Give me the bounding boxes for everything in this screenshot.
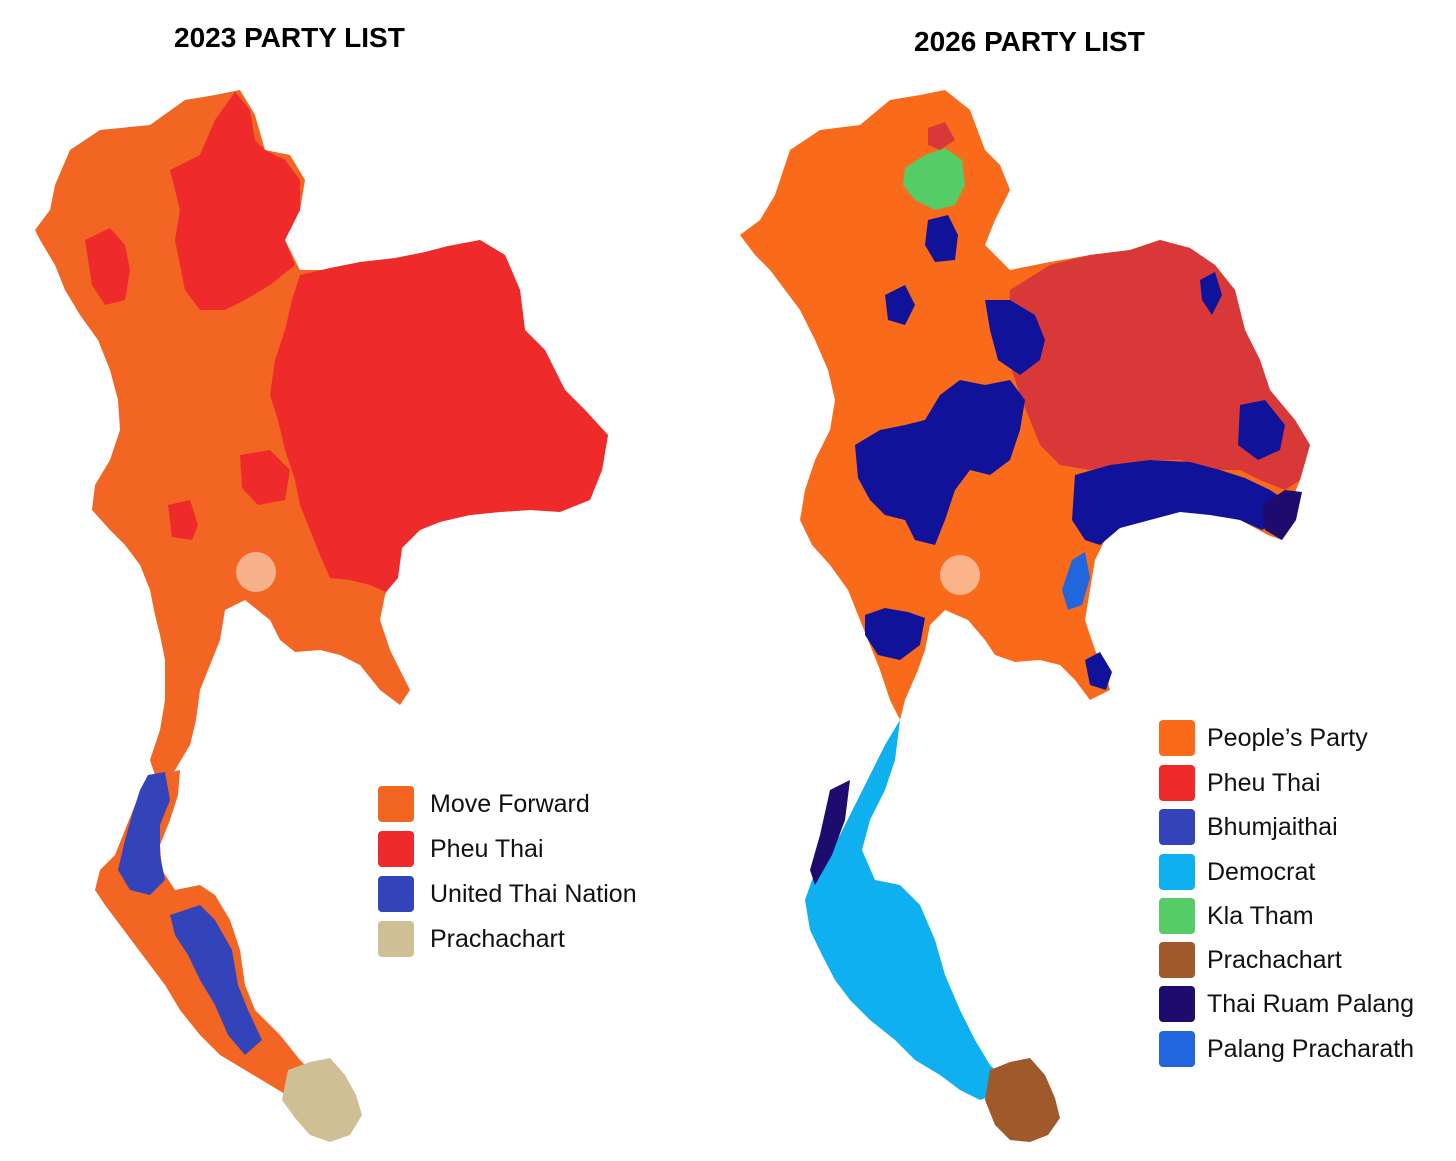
region-bjt-north-2026 xyxy=(925,215,958,262)
swatch-peoples-party xyxy=(1159,720,1195,756)
legend-label: Move Forward xyxy=(430,790,590,818)
map-2023 xyxy=(35,90,608,1142)
legend-label: United Thai Nation xyxy=(430,880,637,908)
swatch-bhumjaithai xyxy=(1159,809,1195,845)
legend-label: Democrat xyxy=(1207,858,1316,886)
swatch-kla-tham xyxy=(1159,898,1195,934)
swatch-pheu-thai xyxy=(1159,765,1195,801)
region-south-trp-2026 xyxy=(810,780,850,885)
region-bjt-mid-2026 xyxy=(985,300,1045,375)
region-bjt-nw-2026 xyxy=(885,285,915,325)
region-deep-south-2023 xyxy=(282,1058,362,1142)
region-bjt-ne-2026 xyxy=(1238,400,1285,460)
region-bjt-se-2026 xyxy=(1085,652,1112,690)
region-northwest-red-2023 xyxy=(85,228,130,305)
region-south-2026 xyxy=(805,720,1000,1100)
region-south-utn-2023 xyxy=(118,772,170,895)
legend-label: Prachachart xyxy=(430,925,565,953)
legend-label: Bhumjaithai xyxy=(1207,813,1338,841)
region-deep-south-2026 xyxy=(985,1058,1060,1142)
map-2026 xyxy=(740,90,1310,1142)
region-south-utn2-2023 xyxy=(170,905,262,1055)
swatch-democrat xyxy=(1159,854,1195,890)
region-kla-tham-2026 xyxy=(903,148,965,210)
region-bjt-central-2026 xyxy=(855,380,1025,545)
swatch-thai-ruam-palang xyxy=(1159,986,1195,1022)
map-title-2026: 2026 PARTY LIST xyxy=(914,26,1145,57)
legend-label: Pheu Thai xyxy=(1207,769,1321,797)
region-north-red-2023 xyxy=(170,92,300,310)
swatch-move-forward xyxy=(378,786,414,822)
region-north-red-2026 xyxy=(928,122,955,150)
swatch-prachachart xyxy=(1159,942,1195,978)
swatch-prachachart xyxy=(378,921,414,957)
swatch-pheu-thai xyxy=(378,831,414,867)
region-northeast-2026 xyxy=(1008,240,1310,490)
region-trp-2026 xyxy=(1262,490,1302,540)
map-title-2023: 2023 PARTY LIST xyxy=(174,22,405,53)
legend-label: Kla Tham xyxy=(1207,902,1314,930)
region-bjt-east-2026 xyxy=(1072,460,1285,545)
legend-label: Prachachart xyxy=(1207,946,1342,974)
legend-label: Palang Pracharath xyxy=(1207,1035,1415,1063)
region-bjt-west-2026 xyxy=(865,608,925,660)
legend-label: People’s Party xyxy=(1207,724,1368,752)
swatch-palang-pracharath xyxy=(1159,1031,1195,1067)
swatch-united-thai-nation xyxy=(378,876,414,912)
legend-label: Thai Ruam Palang xyxy=(1207,990,1415,1018)
region-bjt-ne2-2026 xyxy=(1200,272,1222,315)
bangkok-area-2023 xyxy=(236,552,276,592)
region-northeast-2023 xyxy=(270,240,608,592)
region-central-red-2023 xyxy=(168,500,198,540)
region-mid-red-2023 xyxy=(240,450,290,505)
bangkok-area-2026 xyxy=(940,555,980,595)
legend-label: Pheu Thai xyxy=(430,835,544,863)
region-ppr-2026 xyxy=(1062,552,1090,610)
